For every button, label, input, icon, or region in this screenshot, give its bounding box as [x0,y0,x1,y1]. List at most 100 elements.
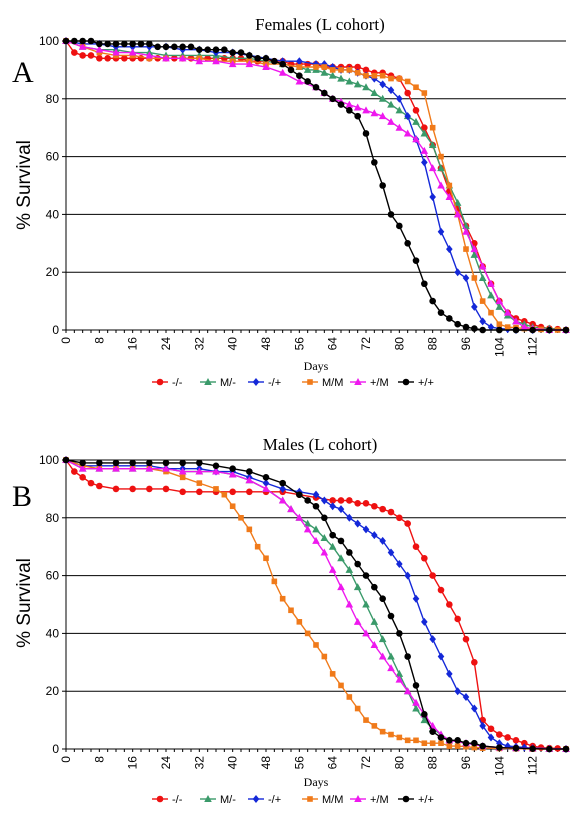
data-point [137,40,145,48]
data-point [362,66,370,74]
data-point [296,72,303,79]
data-point [404,653,411,660]
data-point [354,69,361,76]
data-point [321,653,328,660]
data-point [371,502,378,510]
data-point [212,467,220,475]
data-point [87,479,95,487]
y-tick-label: 60 [46,569,60,583]
data-point [454,743,461,749]
panel-females: 0 20 40 60 80 100 0 8 16 24 32 40 48 56 64 72 80 88 96 104 1… [12,15,570,389]
data-point [112,464,120,472]
data-point [228,60,237,68]
data-point [345,600,354,608]
x-axis-label: Days [304,359,329,373]
data-point [96,459,103,467]
data-point [512,326,520,334]
data-point [328,71,337,79]
data-point [329,497,336,504]
data-point [304,497,311,504]
legend-label: -/- [172,377,183,389]
series-line [65,40,566,331]
data-point [479,298,486,304]
data-point [96,40,103,48]
data-point [179,474,186,481]
data-point [121,55,128,62]
data-point [421,711,428,718]
data-point [329,95,336,103]
legend-marker [156,378,164,386]
data-point [371,72,378,79]
x-tick-label: 72 [359,337,373,351]
data-point [337,583,345,591]
x-tick-label: 40 [226,337,240,351]
data-point [371,723,378,729]
data-point [412,594,420,603]
data-point [379,505,386,513]
data-point [429,572,436,579]
data-point [388,75,394,82]
data-point [128,48,137,56]
x-tick-label: 88 [426,756,440,770]
data-point [104,40,111,48]
data-point [337,554,345,562]
data-point [362,629,370,637]
data-point [453,210,462,218]
data-point [495,302,504,310]
data-point [471,325,478,332]
data-point [463,246,469,252]
data-point [62,456,70,464]
data-point [471,659,478,666]
data-point [354,112,361,120]
y-tick-label: 40 [46,626,60,640]
data-point [237,49,245,56]
data-point [370,640,379,648]
data-point [78,42,87,50]
data-point [346,513,353,522]
data-point [338,682,344,689]
data-point [71,49,78,56]
data-point [388,731,394,738]
data-point [446,737,453,744]
x-tick-label: 112 [526,756,540,775]
data-point [378,112,387,120]
legend-marker [204,378,212,385]
data-point [412,704,420,712]
y-tick-label: 80 [46,511,60,525]
data-point [412,257,420,264]
data-point [512,737,520,744]
series--5 [62,37,570,334]
data-point [462,692,470,701]
data-point [471,744,478,751]
data-point [354,705,361,712]
data-point [487,733,495,742]
y-axis-label: % Survival [14,140,35,230]
data-point [162,459,170,467]
data-point [404,520,411,527]
legend-label: M/- [220,377,236,389]
data-point [178,54,187,62]
data-point [520,323,529,331]
x-axis-label: Days [304,775,329,789]
data-point [271,578,278,585]
data-point [262,479,270,488]
data-point [313,642,319,648]
data-point [446,182,453,189]
data-point [496,321,503,328]
data-point [320,534,329,542]
data-point [354,63,361,71]
x-tick-label: 48 [259,756,273,770]
data-point [213,486,219,492]
data-point [429,740,436,747]
data-point [312,536,320,544]
y-tick-label: 100 [39,34,59,48]
x-tick-label: 40 [226,756,240,770]
data-point [504,324,511,330]
data-point [128,464,137,472]
data-point [112,40,120,48]
data-point [238,515,244,521]
data-point [179,43,186,51]
data-point [87,37,95,45]
x-tick-label: 80 [392,756,406,770]
data-point [437,586,445,594]
